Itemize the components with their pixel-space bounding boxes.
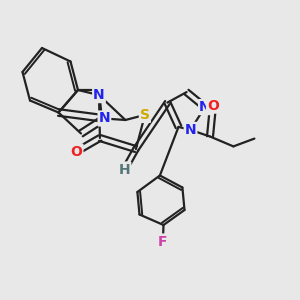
Text: N: N xyxy=(93,88,105,102)
Text: N: N xyxy=(99,112,110,125)
Text: S: S xyxy=(140,108,150,122)
Text: O: O xyxy=(70,145,83,158)
Text: N: N xyxy=(185,123,196,137)
Text: O: O xyxy=(207,99,219,112)
Text: H: H xyxy=(119,163,130,176)
Text: F: F xyxy=(158,235,168,248)
Text: N: N xyxy=(199,100,211,114)
